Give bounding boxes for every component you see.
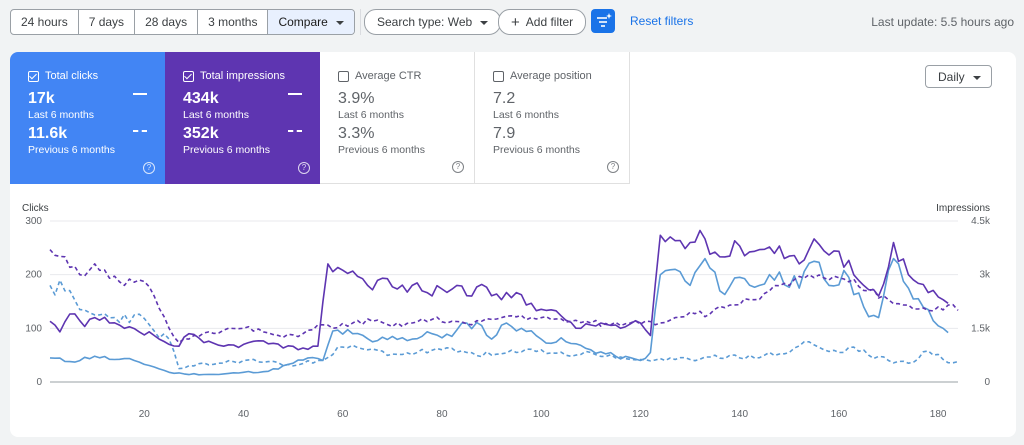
checkbox-unchecked-icon (493, 70, 504, 82)
y2-tick-label: 3k (979, 270, 991, 281)
series-line-previous-clicks (49, 279, 959, 370)
x-tick-label: 80 (436, 409, 448, 420)
current-value: 17k (28, 90, 55, 107)
metric-card-clicks[interactable]: Total clicks 17k Last 6 months 11.6k Pre… (10, 52, 165, 184)
range-7-days[interactable]: 7 days (79, 10, 136, 34)
reset-filters-link[interactable]: Reset filters (630, 14, 694, 28)
current-label: Last 6 months (338, 109, 404, 121)
y-tick-label: 300 (25, 216, 42, 227)
range-3-months[interactable]: 3 months (198, 10, 269, 34)
last-update-text: Last update: 5.5 hours ago (871, 15, 1014, 29)
x-tick-label: 180 (930, 409, 947, 420)
y2-axis-title: Impressions (936, 203, 990, 214)
search-type-dropdown[interactable]: Search type: Web (364, 9, 502, 35)
compare-dropdown[interactable]: Compare (268, 10, 354, 34)
previous-label: Previous 6 months (28, 144, 115, 156)
checkbox-checked-icon (183, 70, 194, 82)
y-tick-label: 0 (36, 377, 42, 388)
previous-value: 11.6k (28, 125, 68, 142)
help-icon[interactable]: ? (607, 161, 619, 173)
granularity-dropdown[interactable]: Daily (925, 65, 992, 88)
range-24-hours[interactable]: 24 hours (11, 10, 79, 34)
checkbox-unchecked-icon (338, 70, 349, 82)
filter-sparkle-icon (597, 13, 612, 27)
metric-card-position[interactable]: Average position 7.2 Last 6 months 7.9 P… (475, 52, 630, 184)
metric-card-impressions[interactable]: Total impressions 434k Last 6 months 352… (165, 52, 320, 184)
y-axis-title: Clicks (22, 203, 49, 214)
x-tick-label: 120 (632, 409, 649, 420)
x-tick-label: 160 (831, 409, 848, 420)
card-title-text: Total clicks (45, 70, 99, 82)
series-line-total-clicks (49, 257, 949, 376)
search-type-label: Search type: Web (377, 15, 473, 29)
x-tick-label: 140 (731, 409, 748, 420)
granularity-label: Daily (938, 70, 965, 84)
y-tick-label: 100 (25, 323, 42, 334)
caret-down-icon (335, 20, 344, 25)
checkbox-checked-icon (28, 70, 39, 82)
previous-value: 7.9 (493, 125, 516, 142)
x-tick-label: 40 (238, 409, 250, 420)
y-tick-label: 200 (25, 270, 42, 281)
card-title: Total clicks (28, 70, 165, 82)
add-filter-label: Add filter (525, 15, 574, 29)
current-value: 434k (183, 90, 219, 107)
caret-down-icon (480, 20, 489, 25)
performance-chart: 0 100 200 300 0 1.5k 3k 4.5k 20 40 60 80 100 120 140 16… (22, 203, 991, 420)
series-line-previous-impressions (49, 249, 959, 344)
range-28-days[interactable]: 28 days (135, 10, 199, 34)
previous-label: Previous 6 months (183, 144, 270, 156)
x-tick-label: 20 (139, 409, 151, 420)
dashed-line-legend-icon (288, 130, 302, 132)
current-label: Last 6 months (493, 109, 559, 121)
dashed-line-legend-icon (133, 130, 147, 132)
compare-label: Compare (278, 15, 328, 29)
toolbar: 24 hours 7 days 28 days 3 months Compare… (10, 9, 1014, 35)
card-title-text: Average CTR (355, 70, 422, 82)
series-line-total-impressions (49, 229, 949, 351)
chart-ticks: 0 100 200 300 0 1.5k 3k 4.5k 20 40 60 80 100 120 140 16… (25, 216, 991, 420)
caret-down-icon (973, 76, 981, 80)
card-title-text: Total impressions (200, 70, 285, 82)
chart-series (49, 229, 959, 376)
y2-tick-label: 0 (984, 377, 990, 388)
toolbar-divider (360, 9, 361, 35)
x-tick-label: 100 (533, 409, 550, 420)
previous-label: Previous 6 months (493, 144, 580, 156)
y2-tick-label: 1.5k (971, 323, 991, 334)
metric-card-ctr[interactable]: Average CTR 3.9% Last 6 months 3.3% Prev… (320, 52, 475, 184)
card-title-text: Average position (510, 70, 592, 82)
date-range-selector: 24 hours 7 days 28 days 3 months Compare (10, 9, 355, 35)
help-icon[interactable]: ? (298, 162, 310, 174)
card-title: Average CTR (338, 70, 474, 82)
plus-icon: + (511, 14, 520, 31)
card-title: Total impressions (183, 70, 320, 82)
previous-value: 3.3% (338, 125, 375, 142)
help-icon[interactable]: ? (143, 162, 155, 174)
help-icon[interactable]: ? (452, 161, 464, 173)
previous-value: 352k (183, 125, 219, 142)
solid-line-legend-icon (133, 93, 147, 95)
current-label: Last 6 months (28, 109, 94, 121)
add-filter-button[interactable]: + Add filter (498, 9, 587, 35)
solid-line-legend-icon (288, 93, 302, 95)
current-label: Last 6 months (183, 109, 249, 121)
x-tick-label: 60 (337, 409, 349, 420)
previous-label: Previous 6 months (338, 144, 425, 156)
y2-tick-label: 4.5k (971, 216, 991, 227)
current-value: 3.9% (338, 90, 375, 107)
performance-panel: Total clicks 17k Last 6 months 11.6k Pre… (10, 52, 1016, 437)
card-title: Average position (493, 70, 629, 82)
current-value: 7.2 (493, 90, 516, 107)
chart-grid (50, 220, 958, 383)
filter-settings-button[interactable] (591, 9, 615, 33)
